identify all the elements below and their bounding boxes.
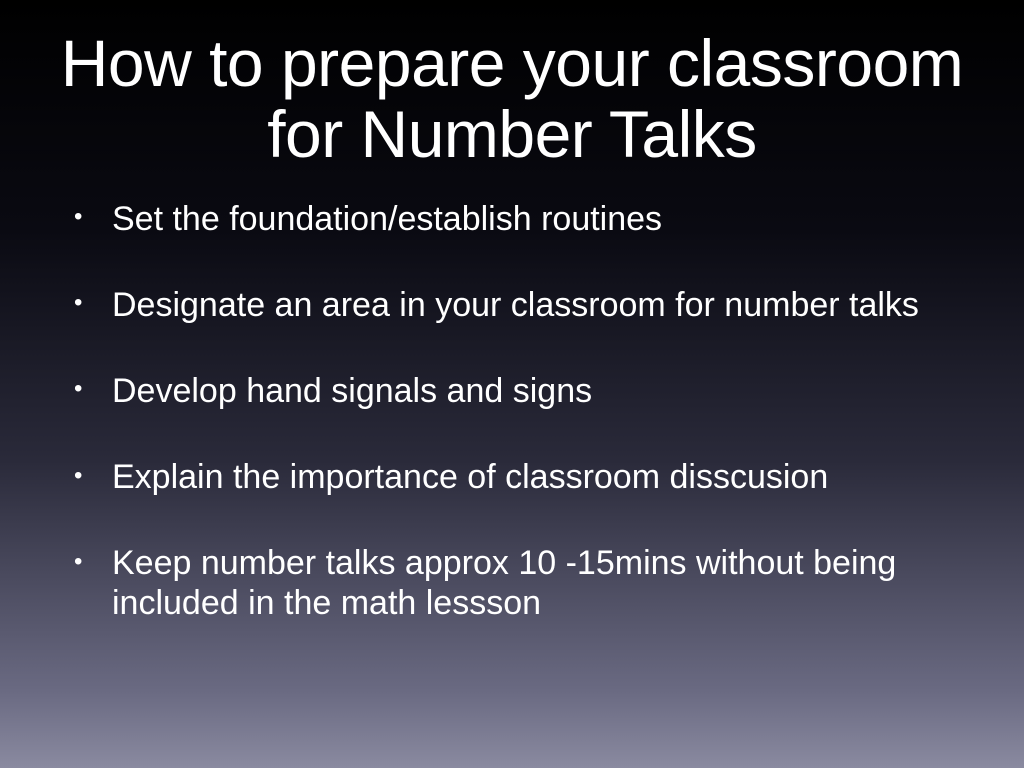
- slide-container: How to prepare your classroom for Number…: [0, 0, 1024, 768]
- bullet-item: Set the foundation/establish routines: [60, 199, 964, 239]
- bullet-item: Explain the importance of classroom diss…: [60, 457, 964, 497]
- slide-title: How to prepare your classroom for Number…: [60, 28, 964, 171]
- bullet-item: Develop hand signals and signs: [60, 371, 964, 411]
- bullet-item: Keep number talks approx 10 -15mins with…: [60, 543, 964, 623]
- bullet-item: Designate an area in your classroom for …: [60, 285, 964, 325]
- bullet-list: Set the foundation/establish routines De…: [60, 199, 964, 624]
